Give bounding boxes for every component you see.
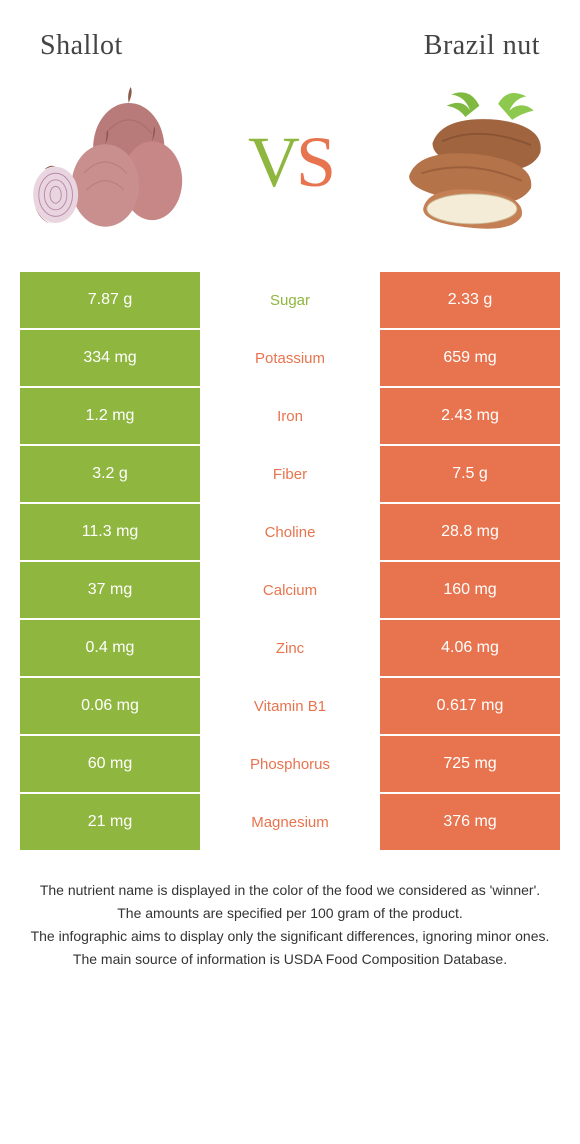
nutrient-label: Sugar xyxy=(200,272,380,328)
comparison-table: 7.87 gSugar2.33 g334 mgPotassium659 mg1.… xyxy=(20,272,560,850)
left-value: 3.2 g xyxy=(20,446,200,502)
brazil-nut-image xyxy=(370,82,570,242)
left-value: 0.4 mg xyxy=(20,620,200,676)
left-value: 7.87 g xyxy=(20,272,200,328)
left-value: 21 mg xyxy=(20,794,200,850)
table-row: 1.2 mgIron2.43 mg xyxy=(20,388,560,444)
vs-s: S xyxy=(296,122,332,202)
nutrient-label: Vitamin B1 xyxy=(200,678,380,734)
right-value: 2.43 mg xyxy=(380,388,560,444)
right-value: 160 mg xyxy=(380,562,560,618)
left-value: 0.06 mg xyxy=(20,678,200,734)
left-value: 60 mg xyxy=(20,736,200,792)
table-row: 0.4 mgZinc4.06 mg xyxy=(20,620,560,676)
vs-v: V xyxy=(248,122,296,202)
right-value: 0.617 mg xyxy=(380,678,560,734)
nutrient-label: Phosphorus xyxy=(200,736,380,792)
footnotes: The nutrient name is displayed in the co… xyxy=(20,880,560,970)
table-row: 60 mgPhosphorus725 mg xyxy=(20,736,560,792)
footnote-line: The main source of information is USDA F… xyxy=(20,949,560,970)
table-row: 0.06 mgVitamin B10.617 mg xyxy=(20,678,560,734)
table-row: 7.87 gSugar2.33 g xyxy=(20,272,560,328)
right-value: 28.8 mg xyxy=(380,504,560,560)
table-row: 37 mgCalcium160 mg xyxy=(20,562,560,618)
nutrient-label: Calcium xyxy=(200,562,380,618)
left-value: 37 mg xyxy=(20,562,200,618)
footnote-line: The infographic aims to display only the… xyxy=(20,926,560,947)
right-value: 659 mg xyxy=(380,330,560,386)
table-row: 21 mgMagnesium376 mg xyxy=(20,794,560,850)
right-value: 376 mg xyxy=(380,794,560,850)
nutrient-label: Potassium xyxy=(200,330,380,386)
nutrient-label: Magnesium xyxy=(200,794,380,850)
shallot-image xyxy=(10,82,210,242)
right-value: 2.33 g xyxy=(380,272,560,328)
right-value: 725 mg xyxy=(380,736,560,792)
footnote-line: The amounts are specified per 100 gram o… xyxy=(20,903,560,924)
vs-label: VS xyxy=(248,121,332,204)
table-row: 3.2 gFiber7.5 g xyxy=(20,446,560,502)
titles-row: Shallot Brazil nut xyxy=(0,10,580,72)
right-value: 7.5 g xyxy=(380,446,560,502)
right-value: 4.06 mg xyxy=(380,620,560,676)
nutrient-label: Zinc xyxy=(200,620,380,676)
right-title: Brazil nut xyxy=(424,30,540,62)
left-value: 1.2 mg xyxy=(20,388,200,444)
table-row: 11.3 mgCholine28.8 mg xyxy=(20,504,560,560)
hero-row: VS xyxy=(0,72,580,272)
left-value: 334 mg xyxy=(20,330,200,386)
table-row: 334 mgPotassium659 mg xyxy=(20,330,560,386)
left-title: Shallot xyxy=(40,30,123,62)
footnote-line: The nutrient name is displayed in the co… xyxy=(20,880,560,901)
nutrient-label: Choline xyxy=(200,504,380,560)
nutrient-label: Fiber xyxy=(200,446,380,502)
left-value: 11.3 mg xyxy=(20,504,200,560)
nutrient-label: Iron xyxy=(200,388,380,444)
